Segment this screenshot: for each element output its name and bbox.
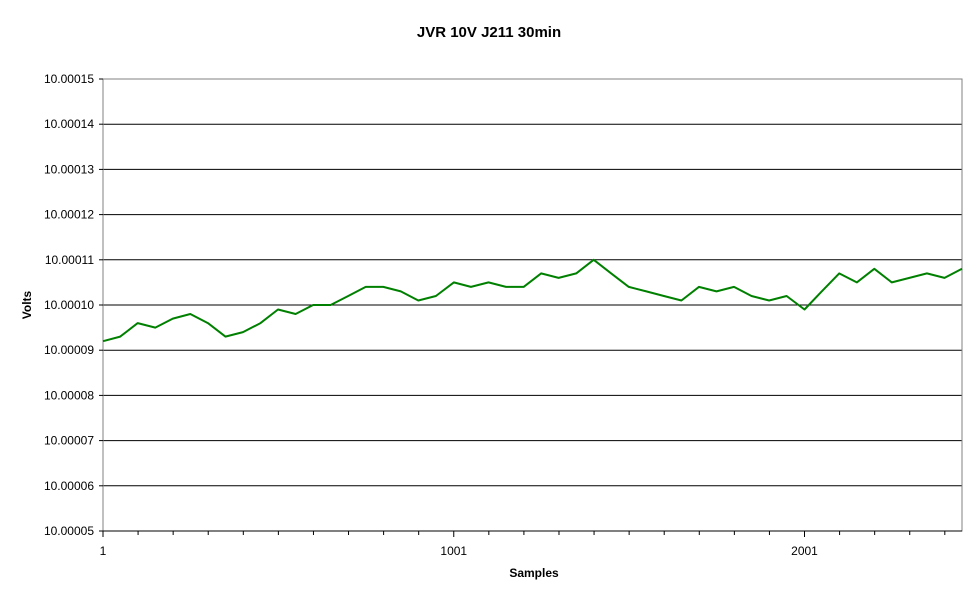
y-tick-label: 10.00007	[44, 434, 94, 448]
x-tick-label: 1	[100, 544, 107, 558]
y-tick-label: 10.00011	[45, 253, 94, 267]
y-tick-label: 10.00009	[44, 343, 94, 357]
x-axis-ticks: 1 1001 2001	[100, 531, 946, 558]
y-axis-title: Volts	[20, 290, 34, 319]
y-tick-label: 10.00006	[44, 479, 94, 493]
series-line	[102, 258, 963, 343]
y-tick-label: 10.00013	[44, 162, 94, 176]
x-tick-label: 2001	[791, 544, 818, 558]
x-axis-title: Samples	[509, 566, 559, 580]
chart-title: JVR 10V J211 30min	[417, 24, 561, 41]
y-tick-label: 10.00015	[44, 72, 94, 86]
y-axis-ticks: 10.00005 10.00006 10.00007 10.00008 10.00009…	[44, 72, 103, 538]
y-tick-label: 10.00012	[44, 208, 94, 222]
y-tick-label: 10.00010	[44, 298, 94, 312]
y-tick-label: 10.00008	[44, 388, 94, 402]
y-tick-label: 10.00005	[44, 524, 94, 538]
y-tick-label: 10.00014	[44, 117, 94, 131]
x-tick-label: 1001	[440, 544, 467, 558]
gridlines	[103, 78, 962, 532]
